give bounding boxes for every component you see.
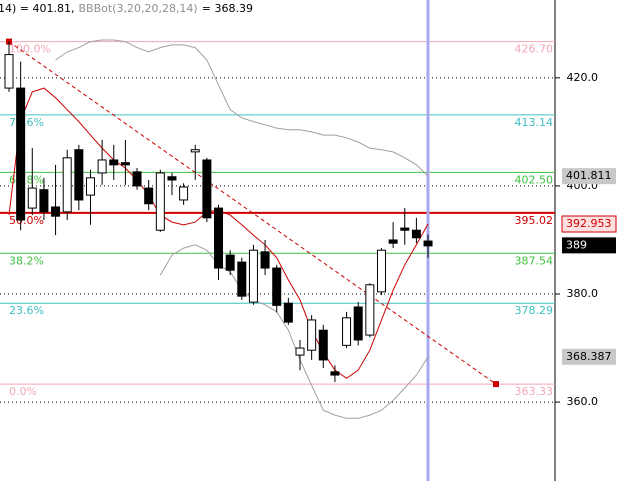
fib-name: 0.0% [9, 385, 37, 398]
price-badge-label: 389 [566, 238, 587, 251]
y-tick-label: 420.0 [567, 71, 599, 84]
candle-body [85, 177, 95, 196]
fib-price: 402.50 [515, 173, 554, 186]
candle-body [388, 239, 398, 244]
candle-body [365, 284, 375, 336]
fib-price: 426.70 [515, 43, 554, 56]
candle-body [190, 149, 200, 153]
fib-name: 100.0% [9, 43, 51, 56]
trendline-end [493, 381, 499, 388]
candle-body [330, 371, 340, 376]
candle-body [376, 249, 386, 293]
candle-body [214, 207, 224, 269]
fib-price: 378.29 [515, 304, 554, 317]
header-part: BBBot(3,20,20,28,14) [78, 2, 197, 15]
header-part: = 368.39 [202, 2, 253, 15]
price-badge [562, 237, 616, 254]
candle-body [248, 249, 258, 303]
fib-name: 50.0% [9, 214, 44, 227]
fib-name: 78.6% [9, 116, 44, 129]
price-badge [562, 168, 616, 185]
candle-body [155, 172, 165, 231]
price-badge-label: 392.953 [566, 217, 612, 230]
trendline [8, 41, 497, 385]
candle-body [342, 317, 352, 346]
candle-body [411, 229, 421, 239]
candle-body [132, 171, 142, 187]
candle-body [423, 240, 433, 247]
price-badge [562, 348, 616, 365]
y-tick-label: 360.0 [567, 395, 599, 408]
fib-price: 387.54 [515, 254, 554, 267]
candle-body [283, 302, 293, 323]
price-badge-label: 368.387 [566, 350, 612, 363]
indicator-line [55, 39, 429, 177]
candle-body [27, 187, 37, 209]
candle-body [4, 54, 14, 89]
fib-name: 38.2% [9, 254, 44, 267]
candle-body [260, 251, 270, 269]
candle-body [39, 189, 49, 213]
candle-body [202, 159, 212, 219]
candle-body [400, 227, 410, 231]
candle-body [120, 162, 130, 166]
candle-body [167, 176, 177, 181]
fib-price: 363.33 [515, 385, 554, 398]
candle-body [272, 267, 282, 306]
fib-price: 413.14 [515, 116, 554, 129]
fib-price: 395.02 [515, 214, 554, 227]
price-badge [561, 215, 617, 233]
fib-name: 23.6% [9, 304, 44, 317]
candle-body [16, 87, 26, 221]
price-badge-label: 401.811 [566, 169, 612, 182]
candle-body [51, 206, 61, 217]
candle-body [225, 254, 235, 271]
candle-body [353, 306, 363, 341]
candle-body [144, 187, 154, 205]
candle-body [179, 186, 189, 201]
candle-body [318, 329, 328, 361]
candle-body [237, 261, 247, 297]
candle-body [62, 157, 72, 213]
candle-body [74, 149, 84, 201]
candle-body [307, 319, 317, 351]
candle-body [97, 159, 107, 174]
candle-body [109, 159, 119, 166]
header: 14) = 401.81, BBBot(3,20,20,28,14) = 368.3… [0, 2, 253, 15]
y-tick-label: 380.0 [567, 287, 599, 300]
header-part: 14) = 401.81, [0, 2, 74, 15]
candle-body [295, 347, 305, 356]
indicator-line [159, 244, 429, 419]
